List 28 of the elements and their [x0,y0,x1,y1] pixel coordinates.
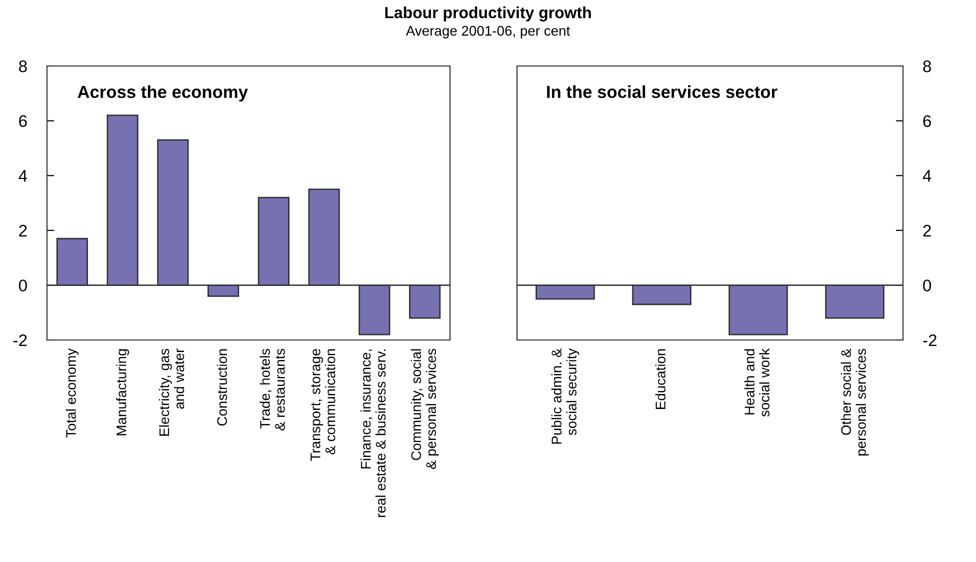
x-tick-label: Public admin. & social security [551,348,580,444]
x-tick-label: Construction [216,349,228,426]
x-tick-label: Community, social & personal services [410,348,439,470]
y-tick-label: 8 [923,60,931,72]
y-tick-label: 0 [18,280,27,292]
y-tick-label: 8 [19,60,27,72]
annotation: Across the economy [78,85,248,102]
y-tick-label: -2 [923,334,936,346]
x-tick-label: Other social & personal services [840,348,869,456]
x-tick-label: Electricity, gas and water [158,348,184,436]
y-tick-label: 6 [19,115,27,128]
y-tick-label: 6 [923,115,931,128]
y-tick-label: 2 [19,224,27,236]
x-tick-label: Finance, insurance, real estate & business serv. [360,350,386,517]
text: Labour productivity growth [385,6,591,22]
y-tick-label: 4 [18,170,28,182]
x-tick-label: Total economy [66,348,79,438]
y-tick-label: 4 [922,170,932,182]
x-tick-label: Manufacturing [116,349,130,436]
x-tick-label: Transport, storage & communication [310,348,336,461]
annotation: In the social services sector [547,85,778,98]
x-tick-label: Trade, hotels & restaurants [260,348,285,430]
y-tick-label: -2 [13,334,27,346]
x-tick-label: Health and social work [744,348,770,417]
y-tick-label: 2 [923,224,931,236]
y-tick-label: 0 [923,280,932,292]
x-tick-label: Education [655,349,666,409]
text: Average 2001-06, per cent [406,26,570,38]
